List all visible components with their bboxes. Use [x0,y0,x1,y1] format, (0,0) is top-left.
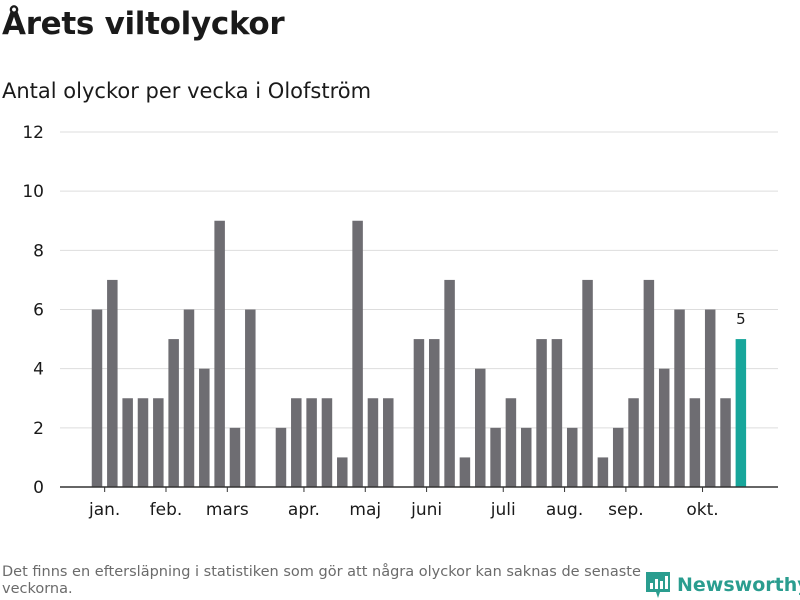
bar [444,279,455,487]
x-tick-label: juli [490,500,516,520]
bar [536,339,547,487]
bar [658,368,670,487]
bar [291,398,302,487]
bar [199,368,210,487]
bar-highlight [735,339,747,487]
bar [628,398,639,487]
x-tick-label: feb. [150,500,183,520]
x-tick-label: juni [410,500,442,520]
bar [168,339,179,487]
bar [245,309,256,487]
highlight-data-label: 5 [736,310,746,328]
bar [122,398,133,487]
bar [321,398,333,487]
y-tick-label: 10 [22,182,44,202]
chart-subtitle: Antal olyckor per vecka i Olofström [2,79,372,103]
y-tick-label: 6 [33,301,44,321]
bar [137,398,149,487]
x-tick-label: apr. [288,500,320,520]
bar [597,457,609,487]
bar [107,279,118,487]
y-tick-label: 0 [33,478,44,498]
brand-logo[interactable]: Newsworthy [645,570,800,600]
bar [337,457,348,487]
annotations: 5 [736,310,746,328]
chart-title: Årets viltolyckor [2,6,285,42]
bar [429,339,440,487]
x-tick-label: maj [349,500,381,520]
bar [612,427,624,487]
bar [505,398,517,487]
bar [520,427,532,487]
bar [689,398,701,487]
bar [352,220,363,487]
bar [551,339,563,487]
bar [475,368,486,487]
bar [153,398,164,487]
bar [383,398,394,487]
x-axis-month-labels: jan. feb. mars apr. maj juni juli aug. sep. okt. [88,500,719,520]
bar [183,309,195,487]
bar [490,427,501,487]
bar [413,339,425,487]
x-tick-label: okt. [686,500,718,520]
bar [229,427,241,487]
bar [720,398,731,487]
bar [91,309,103,487]
bar [459,457,471,487]
bar [275,427,287,487]
brand-name: Newsworthy [677,574,800,596]
bar [306,398,317,487]
bar [704,309,716,487]
y-tick-label: 12 [22,123,44,143]
bar [582,279,593,487]
bar [643,279,655,487]
bar [367,398,379,487]
x-tick-label: mars [206,500,249,520]
bar [674,309,685,487]
footnote: Det finns en eftersläpning i statistiken… [2,564,641,597]
bars [91,220,747,487]
x-tick-label: aug. [546,500,583,520]
newsworthy-logo-icon [646,572,670,598]
y-tick-label: 2 [33,419,44,439]
bar [214,220,225,487]
bar [566,427,578,487]
x-axis [60,486,778,492]
y-axis-ticks: 0 2 4 6 8 10 12 [22,123,44,498]
y-tick-label: 8 [33,241,44,261]
x-tick-label: sep. [608,500,644,520]
x-tick-label: jan. [88,500,120,520]
y-tick-label: 4 [33,360,44,380]
